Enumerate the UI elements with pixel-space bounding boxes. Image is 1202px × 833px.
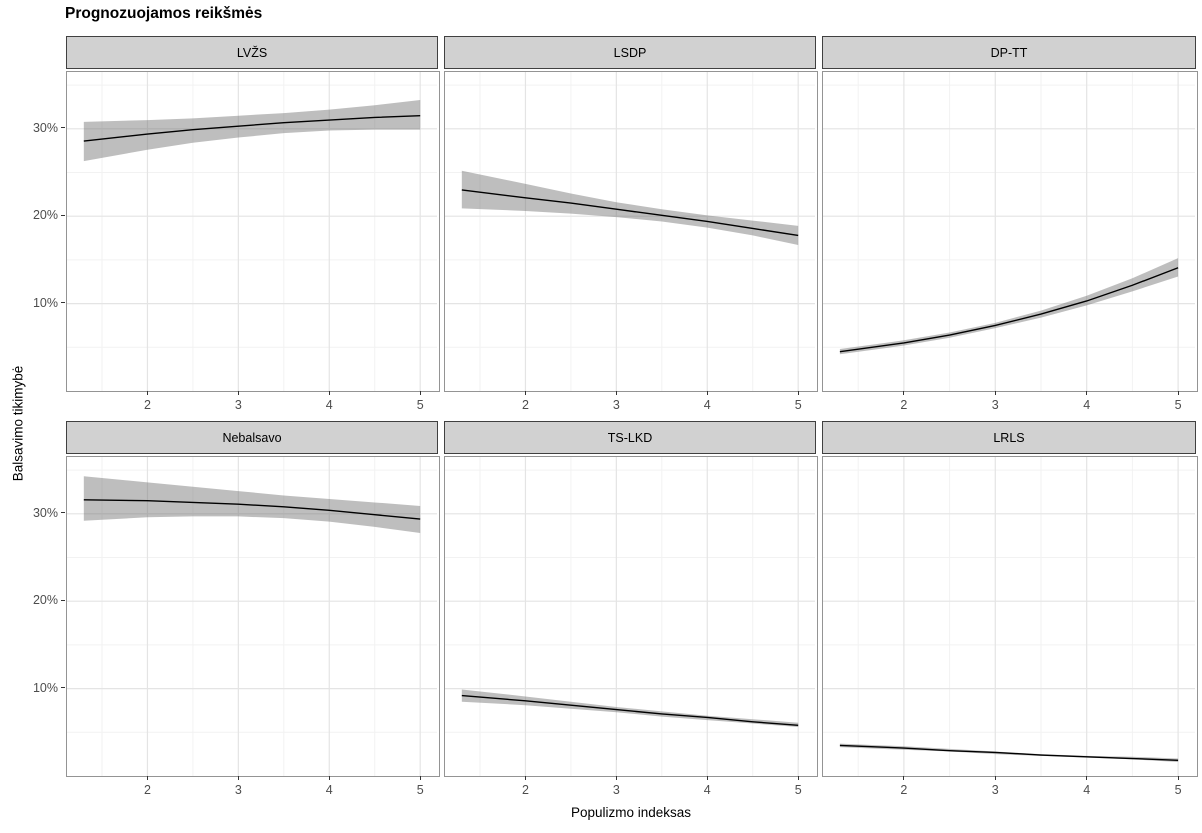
y-tick — [61, 214, 65, 216]
x-tick — [797, 776, 799, 780]
facet-strip-lrls: LRLS — [822, 421, 1196, 454]
facet-panel-ts-lkd — [444, 456, 818, 777]
confidence-ribbon — [461, 170, 799, 246]
facet-label: TS-LKD — [607, 430, 653, 445]
y-axis-title: Balsavimo tikimybė — [10, 365, 26, 482]
x-tick-label: 3 — [991, 398, 999, 412]
x-tick — [146, 391, 148, 395]
x-tick — [237, 776, 239, 780]
x-tick-label: 3 — [991, 783, 999, 797]
y-tick-label: 10% — [32, 295, 58, 310]
fit-line — [461, 189, 799, 237]
chart-title: Prognozuojamos reikšmės — [65, 5, 263, 22]
x-tick — [328, 391, 330, 395]
confidence-ribbon — [839, 258, 1179, 355]
x-tick — [524, 776, 526, 780]
x-tick — [419, 391, 421, 395]
x-tick-label: 5 — [794, 398, 802, 412]
x-tick-label: 2 — [900, 398, 908, 412]
x-tick-label: 3 — [234, 398, 242, 412]
facet-label: LVŽS — [236, 45, 268, 60]
x-tick — [903, 776, 905, 780]
fit-line — [83, 114, 421, 142]
facet-label: Nebalsavo — [222, 430, 282, 445]
x-tick-label: 5 — [1174, 398, 1182, 412]
x-tick-label: 4 — [1083, 398, 1091, 412]
x-tick — [419, 776, 421, 780]
facet-panel-nebalsavo — [66, 456, 440, 777]
x-tick-label: 5 — [794, 783, 802, 797]
y-tick — [61, 127, 65, 129]
x-tick-label: 3 — [612, 783, 620, 797]
facet-panel-dp-tt — [822, 71, 1198, 392]
facet-panel-lsdp — [444, 71, 818, 392]
panel-canvas — [823, 457, 1195, 776]
panel-canvas — [445, 72, 815, 391]
x-tick-label: 3 — [612, 398, 620, 412]
x-tick-label: 4 — [1083, 783, 1091, 797]
facet-panel-lrls — [822, 456, 1198, 777]
x-tick — [524, 391, 526, 395]
confidence-ribbon — [83, 99, 421, 162]
x-tick-label: 4 — [325, 398, 333, 412]
x-tick — [615, 776, 617, 780]
facet-panel-lvzs — [66, 71, 440, 392]
panel-canvas — [823, 72, 1195, 391]
x-tick-label: 2 — [900, 783, 908, 797]
y-tick-label: 10% — [32, 680, 58, 695]
facet-label: LRLS — [993, 430, 1025, 445]
fit-line — [839, 267, 1179, 353]
facet-strip-ts-lkd: TS-LKD — [444, 421, 816, 454]
y-tick — [61, 687, 65, 689]
panel-canvas — [445, 457, 815, 776]
x-tick-label: 4 — [703, 398, 711, 412]
x-tick — [994, 391, 996, 395]
panel-canvas — [67, 72, 437, 391]
facet-label: DP-TT — [990, 45, 1028, 60]
x-tick-label: 5 — [1174, 783, 1182, 797]
panel-canvas — [67, 457, 437, 776]
x-tick — [706, 391, 708, 395]
x-tick — [1086, 391, 1088, 395]
facet-strip-nebalsavo: Nebalsavo — [66, 421, 438, 454]
x-tick — [994, 776, 996, 780]
x-tick — [1086, 776, 1088, 780]
x-tick — [237, 391, 239, 395]
fit-line — [83, 499, 421, 520]
x-tick — [1177, 776, 1179, 780]
facet-label: LSDP — [613, 45, 647, 60]
y-tick-label: 30% — [32, 505, 58, 520]
x-tick — [1177, 391, 1179, 395]
y-tick-label: 30% — [32, 120, 58, 135]
x-tick-label: 3 — [234, 783, 242, 797]
x-tick — [903, 391, 905, 395]
fit-line — [461, 694, 799, 727]
x-axis-title: Populizmo indeksas — [570, 805, 692, 820]
x-tick — [706, 776, 708, 780]
x-tick — [615, 391, 617, 395]
facet-strip-lsdp: LSDP — [444, 36, 816, 69]
x-tick-label: 2 — [143, 398, 151, 412]
x-tick — [797, 391, 799, 395]
x-tick-label: 4 — [703, 783, 711, 797]
x-tick — [146, 776, 148, 780]
facet-strip-lvzs: LVŽS — [66, 36, 438, 69]
y-tick-label: 20% — [32, 593, 58, 608]
y-tick — [61, 302, 65, 304]
y-tick — [61, 512, 65, 514]
y-tick-label: 20% — [32, 208, 58, 223]
x-tick-label: 2 — [521, 783, 529, 797]
x-tick-label: 5 — [416, 783, 424, 797]
facet-strip-dp-tt: DP-TT — [822, 36, 1196, 69]
x-tick — [328, 776, 330, 780]
x-tick-label: 5 — [416, 398, 424, 412]
fit-line — [839, 744, 1179, 761]
x-tick-label: 2 — [143, 783, 151, 797]
x-tick-label: 2 — [521, 398, 529, 412]
y-tick — [61, 599, 65, 601]
x-tick-label: 4 — [325, 783, 333, 797]
